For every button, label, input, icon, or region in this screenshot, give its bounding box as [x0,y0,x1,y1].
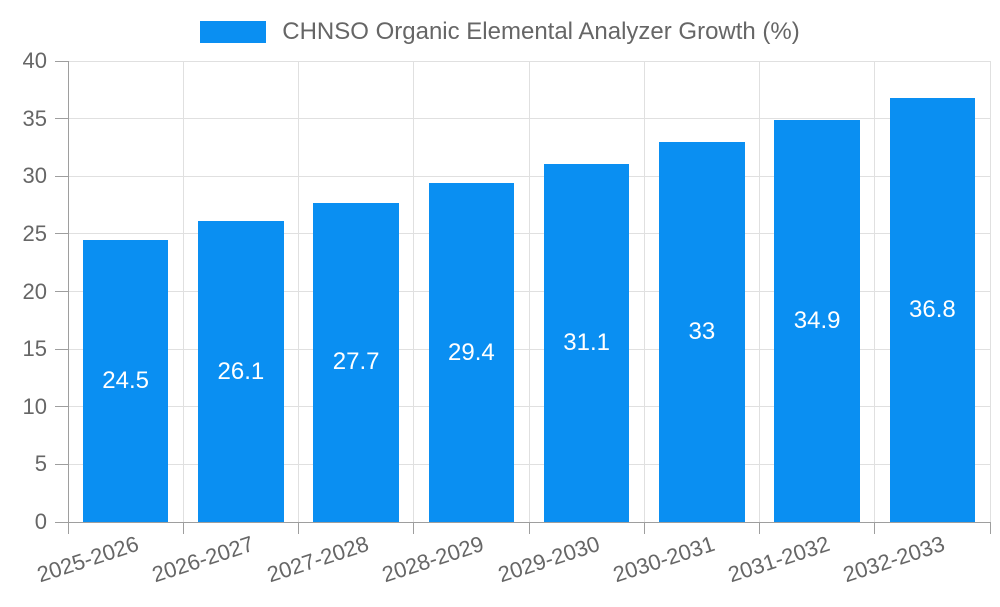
y-axis-tick-label: 20 [22,278,47,304]
y-axis-tick [55,406,68,408]
x-axis-tick [874,522,876,534]
y-axis-tick-label: 35 [22,105,47,131]
x-gridline [413,61,415,522]
x-gridline [759,61,760,522]
x-gridline [874,61,876,522]
y-axis-tick-label: 25 [22,220,47,246]
y-axis-tick [55,118,68,120]
x-axis-tick [413,522,415,534]
y-axis-tick-label: 0 [34,509,47,534]
bar-value-label: 27.7 [332,348,380,376]
bar-value-label: 24.5 [102,366,149,394]
y-axis-tick-label: 5 [34,451,47,477]
x-gridline [989,61,991,522]
y-axis-tick [55,521,68,523]
bar-2028-2029[interactable] [428,183,514,522]
x-axis-tick [643,522,645,534]
bar-value-label: 36.8 [909,295,956,323]
bar-value-label: 34.9 [793,306,841,334]
x-gridline [182,61,184,522]
x-gridline [298,61,299,522]
x-axis-tick [67,522,69,534]
bar-2029-2030[interactable] [543,163,630,522]
y-axis-tick [55,175,68,177]
bar-2032-2033[interactable] [889,97,975,522]
bar-2031-2032[interactable] [774,119,860,522]
x-axis-tick [759,522,760,534]
legend-swatch [200,21,267,43]
chart-legend[interactable]: CHNSO Organic Elemental Analyzer Growth … [0,16,1000,48]
bar-2026-2027[interactable] [198,221,284,522]
x-gridline [643,61,645,522]
bar-value-label: 33 [688,317,716,345]
x-axis-tick [528,522,530,534]
y-axis-tick [55,463,68,465]
legend-label: CHNSO Organic Elemental Analyzer Growth … [282,18,800,45]
x-axis-tick [298,522,299,534]
x-axis-line [68,521,991,523]
y-axis-line [67,61,69,522]
y-axis-tick-label: 30 [22,163,47,189]
x-axis-tick [182,522,184,534]
x-gridline [528,61,530,522]
bar-value-label: 26.1 [217,357,265,385]
bar-value-label: 31.1 [563,328,610,356]
y-axis-tick [55,348,68,350]
y-axis-tick-label: 40 [22,48,47,73]
y-axis-tick-label: 10 [22,393,47,419]
bar-value-label: 29.4 [448,338,495,366]
bar-2025-2026[interactable] [82,239,169,522]
y-axis-tick-label: 15 [22,336,47,362]
y-axis-tick [55,60,68,62]
y-axis-tick [55,291,68,292]
bar-2030-2031[interactable] [659,141,745,522]
bar-2027-2028[interactable] [313,202,399,522]
y-axis-tick [55,233,68,235]
x-axis-tick [989,522,991,534]
